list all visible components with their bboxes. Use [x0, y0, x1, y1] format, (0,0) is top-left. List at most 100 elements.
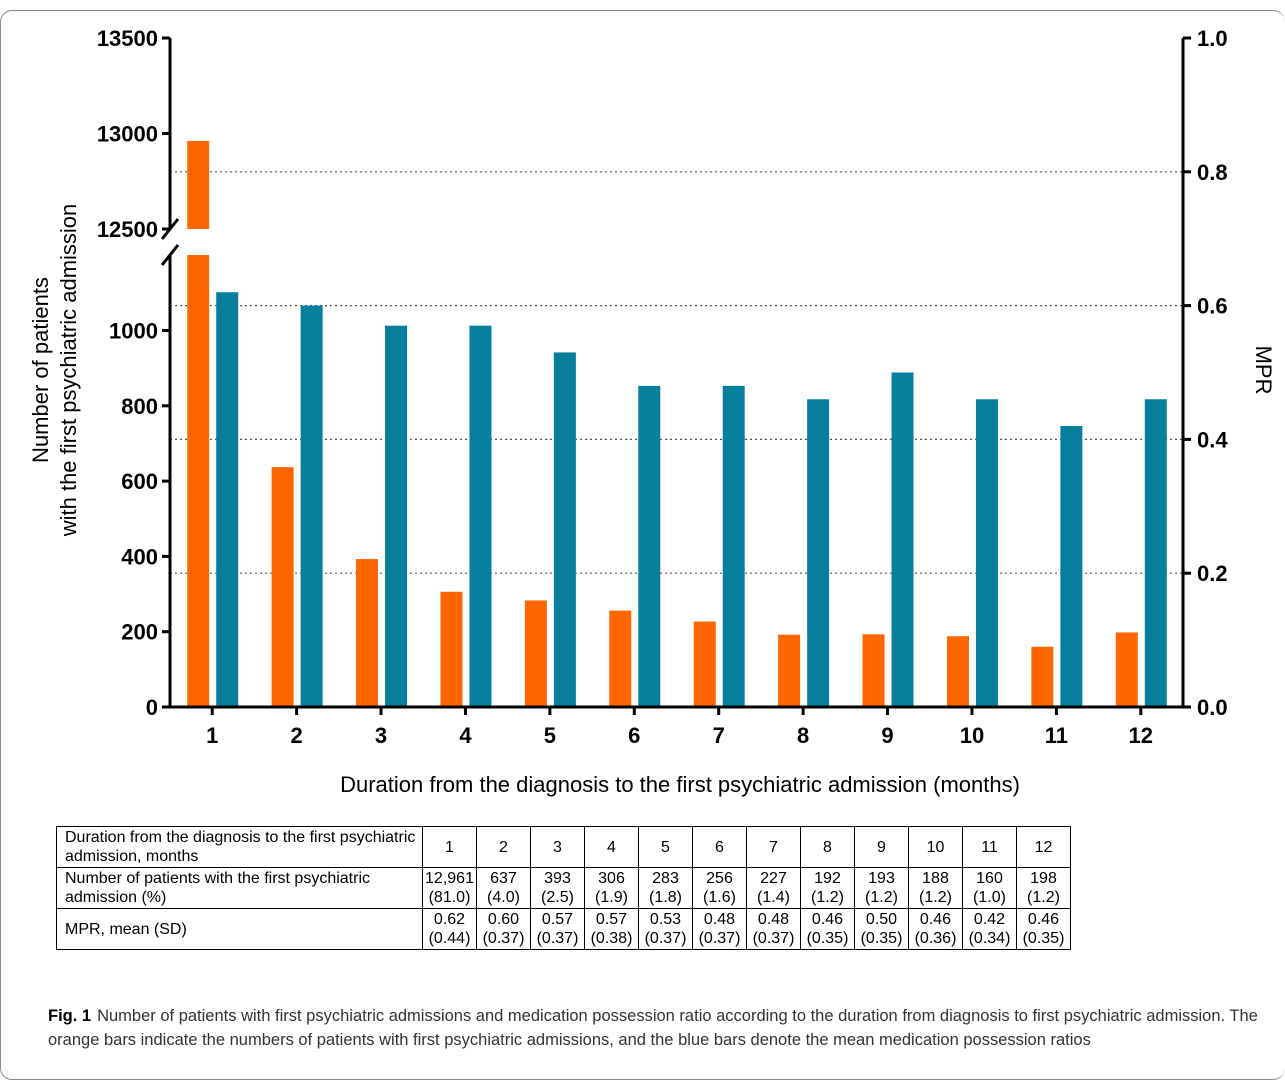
table-cell: 6 — [692, 826, 747, 868]
table-cell: 0.50 (0.35) — [854, 908, 909, 950]
table-cell: 256 (1.6) — [692, 867, 747, 909]
y2-tick-label: 0.4 — [1197, 427, 1228, 452]
bar-patients — [778, 634, 801, 707]
bar-mpr — [975, 399, 998, 707]
x-tick-label: 12 — [1129, 723, 1153, 748]
x-tick-label: 4 — [459, 723, 472, 748]
table-cell: 0.42 (0.34) — [962, 908, 1017, 950]
y-tick-label: 13000 — [97, 122, 158, 147]
table-cell: 193 (1.2) — [854, 867, 909, 909]
table-cell: 0.57 (0.37) — [530, 908, 585, 950]
x-tick-label: 6 — [628, 723, 640, 748]
table-cell: 393 (2.5) — [530, 867, 585, 909]
bar-patients — [271, 467, 294, 707]
table-cell: 0.60 (0.37) — [476, 908, 531, 950]
y-axis-label-line1: Number of patients — [28, 277, 53, 463]
x-tick-label: 7 — [713, 723, 725, 748]
bar-mpr — [216, 292, 239, 707]
table-cell: 12 — [1016, 826, 1071, 868]
y2-tick-label: 1.0 — [1197, 26, 1228, 51]
bar-patients-upper — [187, 140, 210, 229]
bar-mpr — [553, 352, 576, 707]
bar-mpr — [469, 325, 492, 707]
table-cell: 3 — [530, 826, 585, 868]
axis-break-mark — [160, 244, 180, 266]
bar-mpr — [638, 385, 661, 707]
table-row: MPR, mean (SD) 0.62 (0.44) 0.60 (0.37) 0.57 (0… — [56, 908, 1071, 950]
table-cell: 0.46 (0.35) — [1016, 908, 1071, 950]
table-cell: 0.46 (0.35) — [800, 908, 855, 950]
bars — [187, 140, 1167, 707]
table-cell: 0.62 (0.44) — [422, 908, 477, 950]
table-cell: 637 (4.0) — [476, 867, 531, 909]
table-cell: 4 — [584, 826, 639, 868]
y2-tick-label: 0.0 — [1197, 695, 1228, 720]
table-row: Duration from the diagnosis to the first… — [56, 826, 1071, 868]
table-cell: 283 (1.8) — [638, 867, 693, 909]
y2-tick-label: 0.2 — [1197, 561, 1228, 586]
table-cell: 160 (1.0) — [962, 867, 1017, 909]
y-tick-label: 400 — [121, 544, 158, 569]
caption-label: Fig. 1 — [48, 1007, 92, 1025]
bar-patients — [356, 559, 379, 707]
caption-text: Number of patients with first psychiatri… — [48, 1007, 1258, 1049]
y2-tick-label: 0.8 — [1197, 160, 1228, 185]
table-row-label: Number of patients with the first psychi… — [56, 867, 423, 909]
bar-patients — [524, 600, 547, 707]
bar-patients-lower — [187, 255, 210, 707]
x-tick-label: 2 — [291, 723, 303, 748]
table-cell: 12,961 (81.0) — [422, 867, 477, 909]
table-cell: 306 (1.9) — [584, 867, 639, 909]
bar-patients — [1115, 632, 1138, 707]
y-tick-label: 1000 — [109, 319, 158, 344]
table-cell: 227 (1.4) — [746, 867, 801, 909]
table-cell: 0.46 (0.36) — [908, 908, 963, 950]
bar-mpr — [891, 372, 914, 707]
table-cell: 0.57 (0.38) — [584, 908, 639, 950]
y-tick-label: 13500 — [97, 26, 158, 51]
table-cell: 10 — [908, 826, 963, 868]
x-axis-label: Duration from the diagnosis to the first… — [340, 772, 1020, 797]
table-row-label: MPR, mean (SD) — [56, 908, 423, 950]
bar-patients — [946, 636, 969, 707]
table-row: Number of patients with the first psychi… — [56, 867, 1071, 909]
bar-mpr — [300, 305, 323, 707]
chart: 1 2 3 4 5 6 7 8 9 10 11 120200400600800100012500130… — [28, 26, 1276, 797]
x-tick-label: 11 — [1045, 723, 1068, 748]
table-cell: 0.48 (0.37) — [746, 908, 801, 950]
tick-labels: 1 2 3 4 5 6 7 8 9 10 11 120200400600800100012500130… — [97, 26, 1229, 748]
table-cell: 192 (1.2) — [800, 867, 855, 909]
x-tick-label: 1 — [206, 723, 218, 748]
x-tick-label: 10 — [960, 723, 984, 748]
figure-frame — [0, 10, 1285, 1080]
bar-patients — [1031, 646, 1054, 707]
x-tick-label: 3 — [375, 723, 387, 748]
table-cell: 0.53 (0.37) — [638, 908, 693, 950]
y-tick-label: 0 — [146, 695, 158, 720]
x-tick-label: 8 — [797, 723, 809, 748]
bar-mpr — [1144, 399, 1167, 707]
table-cell: 198 (1.2) — [1016, 867, 1071, 909]
bar-patients — [440, 591, 463, 707]
x-tick-label: 5 — [544, 723, 556, 748]
grid-lines — [170, 171, 1183, 574]
x-tick-label: 9 — [881, 723, 893, 748]
figure-caption: Fig. 1 Number of patients with first psyc… — [48, 1004, 1258, 1052]
bar-mpr — [1060, 426, 1083, 707]
table-cell: 5 — [638, 826, 693, 868]
table-row-label: Duration from the diagnosis to the first… — [56, 826, 423, 868]
table-cell: 11 — [962, 826, 1017, 868]
bar-patients — [862, 634, 885, 707]
axes — [160, 36, 1191, 715]
bar-mpr — [385, 325, 408, 707]
bar-patients — [693, 621, 716, 707]
data-table: Duration from the diagnosis to the first… — [56, 826, 1071, 950]
table-cell: 0.48 (0.37) — [692, 908, 747, 950]
y-tick-label: 12500 — [97, 217, 158, 242]
y-tick-label: 800 — [121, 394, 158, 419]
table-cell: 1 — [422, 826, 477, 868]
bar-mpr — [807, 399, 830, 707]
table-cell: 8 — [800, 826, 855, 868]
y-axis-label-line2: with the first psychiatric admission — [56, 204, 81, 538]
table-cell: 9 — [854, 826, 909, 868]
